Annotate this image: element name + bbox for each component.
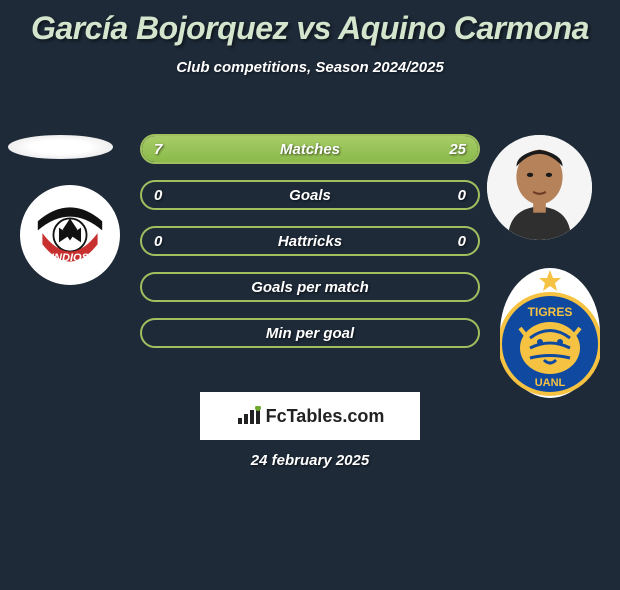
tigres-logo-icon: TIGRES UANL bbox=[500, 268, 600, 398]
stat-label: Matches bbox=[142, 136, 478, 162]
branding-text: FcTables.com bbox=[266, 406, 385, 427]
svg-text:TIGRES: TIGRES bbox=[528, 305, 573, 319]
stat-label: Goals bbox=[142, 182, 478, 208]
indios-logo-icon: INDIOS bbox=[24, 189, 116, 281]
svg-text:UANL: UANL bbox=[535, 377, 566, 389]
stat-row-goals: 0 Goals 0 bbox=[140, 180, 480, 210]
right-club-logo: TIGRES UANL bbox=[500, 268, 600, 398]
stat-value-right: 0 bbox=[458, 182, 466, 208]
stat-value-right: 25 bbox=[449, 136, 466, 162]
stat-label: Min per goal bbox=[142, 320, 478, 346]
svg-text:INDIOS: INDIOS bbox=[51, 252, 90, 264]
stat-row-gpm: Goals per match bbox=[140, 272, 480, 302]
player-photo-icon bbox=[487, 135, 592, 240]
left-club-logo: INDIOS bbox=[20, 185, 120, 285]
stat-label: Hattricks bbox=[142, 228, 478, 254]
branding-box: FcTables.com bbox=[200, 392, 420, 440]
stat-row-hattricks: 0 Hattricks 0 bbox=[140, 226, 480, 256]
stat-value-right: 0 bbox=[458, 228, 466, 254]
left-player-avatar bbox=[8, 135, 113, 159]
page-subtitle: Club competitions, Season 2024/2025 bbox=[0, 59, 620, 76]
date-label: 24 february 2025 bbox=[0, 452, 620, 469]
right-player-avatar bbox=[487, 135, 592, 240]
page-title: García Bojorquez vs Aquino Carmona bbox=[0, 10, 620, 47]
stat-row-matches: 7 Matches 25 bbox=[140, 134, 480, 164]
stats-container: 7 Matches 25 0 Goals 0 0 Hattricks 0 Goa… bbox=[140, 134, 480, 364]
bar-chart-icon bbox=[236, 406, 262, 426]
stat-row-mpg: Min per goal bbox=[140, 318, 480, 348]
stat-label: Goals per match bbox=[142, 274, 478, 300]
